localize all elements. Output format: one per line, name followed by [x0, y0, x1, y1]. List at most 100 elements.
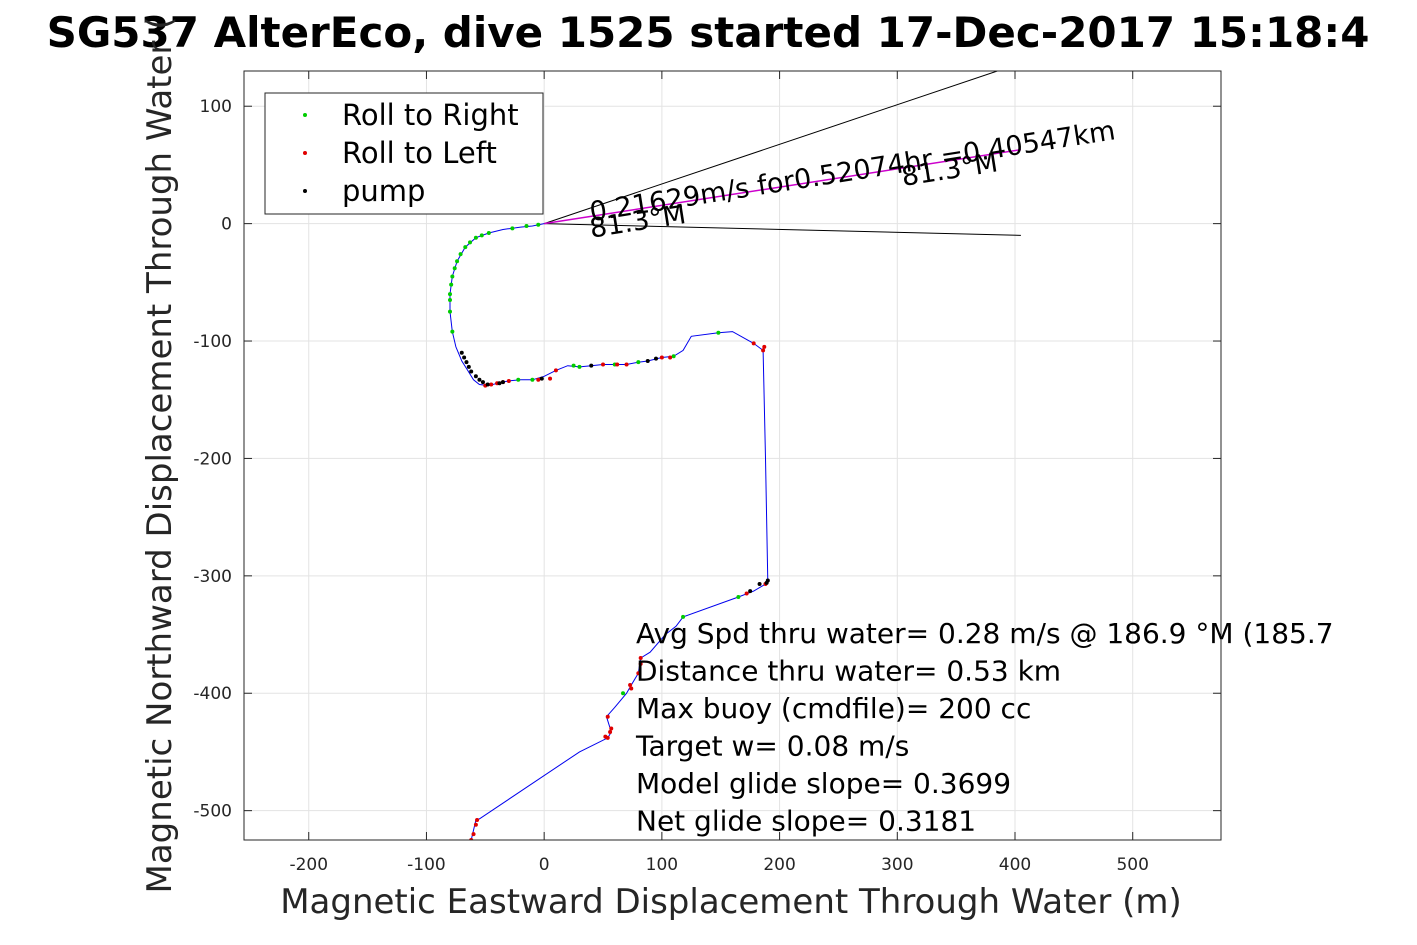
current-vector-line — [544, 148, 1022, 225]
roll-left-point — [762, 344, 767, 349]
pump-point — [645, 358, 650, 363]
x-tick-label: -200 — [289, 855, 328, 875]
roll-left-point — [605, 735, 610, 740]
x-tick-label: 200 — [763, 855, 795, 875]
cone-line — [544, 223, 1021, 236]
roll-left-point — [601, 362, 606, 367]
roll-right-point — [516, 377, 521, 382]
x-tick-label: -100 — [407, 855, 446, 875]
y-tick-label: -400 — [193, 684, 232, 704]
roll-left-point — [629, 686, 634, 691]
roll-left-point — [548, 376, 553, 381]
pump-point — [500, 380, 505, 385]
stat-line: Distance thru water= 0.53 km — [636, 655, 1061, 688]
roll-left-point — [751, 341, 756, 346]
y-axis-label: Magnetic Northward Displacement Through … — [140, 17, 180, 894]
stat-line: Max buoy (cmdfile)= 200 cc — [636, 692, 1031, 725]
roll-right-point — [716, 330, 721, 335]
pump-point — [466, 364, 471, 369]
roll-right-point — [577, 364, 582, 369]
pump-point — [497, 381, 502, 386]
roll-right-points — [447, 222, 741, 696]
pump-point — [653, 356, 658, 361]
roll-left-point — [605, 714, 610, 719]
pump-point — [462, 355, 467, 360]
roll-right-point — [536, 222, 541, 227]
legend-box — [264, 92, 544, 215]
roll-right-point — [530, 377, 535, 382]
roll-left-point — [489, 382, 494, 387]
roll-right-point — [473, 235, 478, 240]
stat-line: Avg Spd thru water= 0.28 m/s @ 186.9 °M … — [636, 617, 1334, 650]
y-tick-label: -100 — [193, 332, 232, 352]
roll-left-point — [744, 591, 749, 596]
roll-left-point — [475, 818, 480, 823]
roll-left-point — [638, 656, 643, 661]
legend-marker-roll-right — [303, 113, 307, 117]
pump-point — [473, 374, 478, 379]
stats-text: Avg Spd thru water= 0.28 m/s @ 186.9 °M … — [635, 617, 1334, 838]
roll-right-point — [452, 266, 457, 271]
x-ticks: -200 -100 0 100 200 300 400 500 — [289, 71, 1149, 875]
pump-point — [459, 350, 464, 355]
roll-right-point — [510, 226, 515, 231]
legend-label-roll-right: Roll to Right — [342, 98, 519, 132]
legend-label-roll-left: Roll to Left — [342, 136, 497, 170]
legend-label-pump: pump — [342, 174, 425, 208]
x-tick-label: 100 — [646, 855, 678, 875]
heading-cone — [544, 71, 1021, 236]
pump-point — [748, 589, 753, 594]
roll-right-point — [571, 363, 576, 368]
plot-frame — [243, 70, 1222, 841]
current-vector — [544, 148, 1022, 225]
y-tick-label: 0 — [221, 215, 232, 235]
roll-right-point — [524, 223, 529, 228]
pump-point — [469, 369, 474, 374]
roll-left-point — [624, 362, 629, 367]
pump-point — [765, 578, 770, 583]
roll-right-point — [468, 240, 473, 245]
roll-right-point — [447, 297, 452, 302]
x-axis-label: Magnetic Eastward Displacement Through W… — [280, 882, 1182, 922]
roll-left-point — [615, 362, 620, 367]
roll-left-point — [473, 822, 478, 827]
y-tick-label: 100 — [200, 97, 232, 117]
pump-points — [459, 350, 770, 594]
roll-right-point — [463, 245, 468, 250]
roll-left-point — [628, 683, 633, 688]
pump-point — [539, 376, 544, 381]
stat-line: Target w= 0.08 m/s — [635, 730, 909, 763]
roll-right-point — [450, 329, 455, 334]
legend-marker-pump — [303, 189, 307, 193]
x-tick-label: 0 — [539, 855, 550, 875]
x-tick-label: 400 — [999, 855, 1031, 875]
pump-point — [464, 360, 469, 365]
roll-left-point — [638, 661, 643, 666]
roll-right-point — [455, 259, 460, 264]
y-tick-label: -500 — [193, 802, 232, 822]
y-tick-label: -300 — [193, 567, 232, 587]
roll-right-point — [447, 292, 452, 297]
pump-point — [477, 377, 482, 382]
x-tick-label: 500 — [1116, 855, 1148, 875]
roll-right-point — [736, 594, 741, 599]
legend-marker-roll-left — [303, 151, 307, 155]
roll-left-point — [636, 671, 641, 676]
roll-right-point — [447, 309, 452, 314]
roll-left-points — [469, 341, 768, 840]
roll-left-point — [471, 832, 476, 837]
roll-left-point — [761, 348, 766, 353]
y-tick-label: -200 — [193, 449, 232, 469]
roll-left-point — [659, 355, 664, 360]
pump-point — [589, 363, 594, 368]
pump-point — [480, 380, 485, 385]
roll-right-point — [671, 354, 676, 359]
pump-point — [757, 582, 762, 587]
roll-left-point — [668, 355, 673, 360]
pump-point — [485, 382, 490, 387]
y-ticks: -500 -400 -300 -200 -100 0 100 — [193, 97, 1221, 822]
roll-right-point — [636, 360, 641, 365]
roll-right-point — [486, 231, 491, 236]
stat-line: Net glide slope= 0.3181 — [636, 805, 976, 838]
